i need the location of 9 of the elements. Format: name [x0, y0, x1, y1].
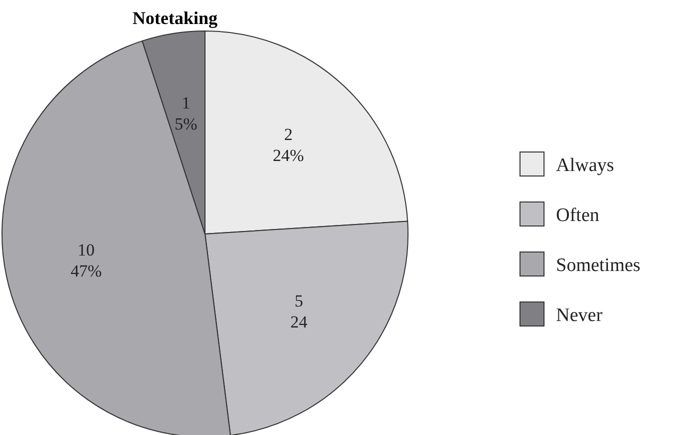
- legend-label: Always: [556, 155, 614, 176]
- data-label: 1 5%: [174, 94, 198, 134]
- chart-title: Notetaking: [132, 8, 218, 28]
- legend-label: Never: [556, 305, 604, 326]
- legend-label: Sometimes: [556, 255, 640, 276]
- data-label: 2 24%: [272, 125, 304, 166]
- data-label: 5 24: [290, 292, 308, 332]
- data-label: 10 47%: [70, 240, 102, 281]
- legend-label: Often: [556, 205, 600, 226]
